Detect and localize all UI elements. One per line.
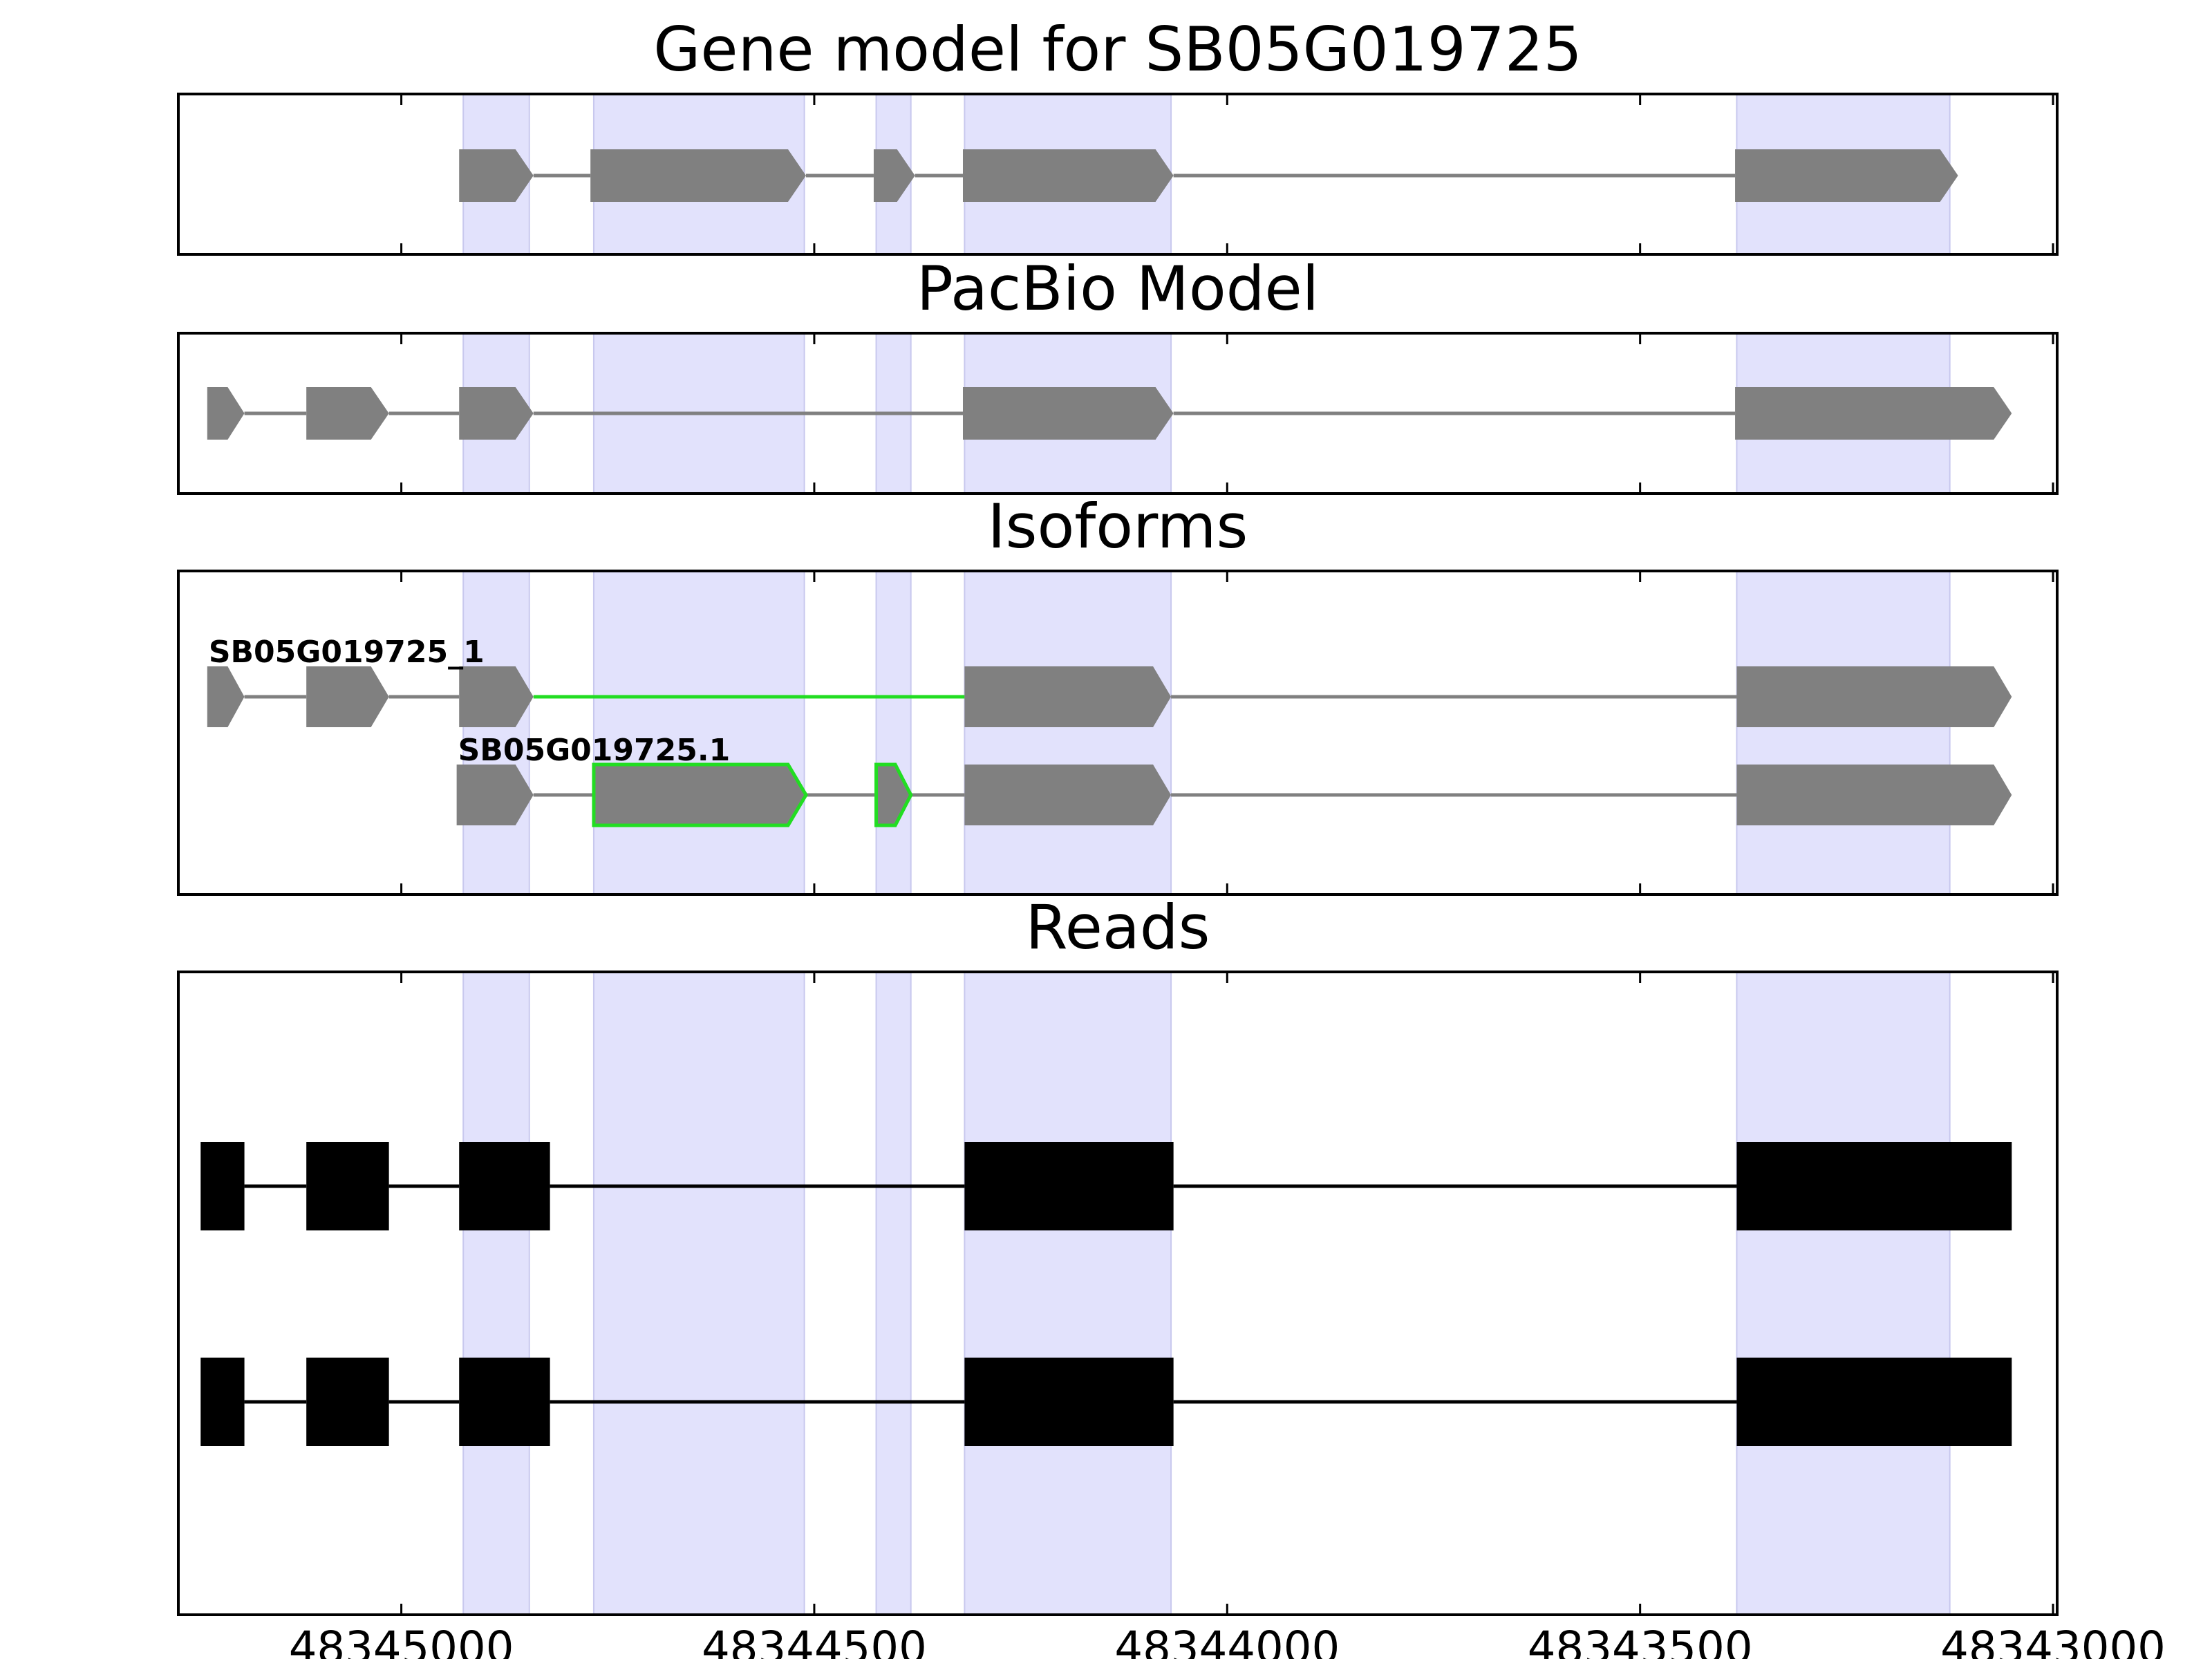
highlight-region <box>462 971 530 1615</box>
x-tick-label: 48344000 <box>1114 1623 1340 1659</box>
axes-frame <box>177 93 2059 256</box>
exon-arrow <box>456 765 534 825</box>
panel-reads: Reads <box>177 892 2059 1616</box>
exon-arrow <box>1735 149 1958 202</box>
read-exon-block <box>1736 1358 2012 1446</box>
isoform-label: SB05G019725.1 <box>458 733 731 768</box>
exon-arrow <box>590 149 806 202</box>
highlight-region <box>462 570 530 895</box>
isoform-label: SB05G019725_1 <box>209 635 485 670</box>
read-exon-block <box>306 1142 389 1230</box>
highlight-region <box>592 971 805 1615</box>
read-exon-block <box>459 1142 550 1230</box>
read-exon-block <box>1736 1142 2012 1230</box>
exon-arrow <box>964 666 1172 727</box>
panel-title: Reads <box>1026 892 1210 963</box>
exon-arrow <box>1736 666 2012 727</box>
exon-arrow <box>1736 765 2012 825</box>
highlight-region <box>1736 971 1951 1615</box>
exon-arrow <box>207 387 245 440</box>
x-tick-label: 48343500 <box>1528 1623 1753 1659</box>
panel-pacbio-model: PacBio Model <box>177 253 2059 495</box>
x-tick-label: 48344500 <box>702 1623 927 1659</box>
exon-arrow <box>592 762 808 827</box>
read-exon-block <box>964 1142 1174 1230</box>
panel-gene-model: Gene model for SB05G019725 <box>177 14 2059 256</box>
read-exon-block <box>200 1142 245 1230</box>
highlight-region <box>592 570 805 895</box>
highlight-region <box>964 971 1172 1615</box>
panel-isoforms: SB05G019725_1 SB05G019725.1 Isoforms <box>177 491 2059 896</box>
highlight-region <box>964 570 1172 895</box>
panel-title: PacBio Model <box>917 253 1319 324</box>
exon-arrow <box>873 149 915 202</box>
axes-frame <box>177 570 2059 896</box>
panel-title: Gene model for SB05G019725 <box>653 14 1582 85</box>
read-exon-block <box>964 1358 1174 1446</box>
track-1: SB05G019725_1 <box>207 635 2012 727</box>
track-2 <box>200 1358 2012 1446</box>
exon-arrow <box>459 666 534 727</box>
exon-arrow <box>459 149 534 202</box>
exon-arrow <box>306 387 389 440</box>
exon-arrow <box>962 149 1174 202</box>
axes-frame <box>177 971 2059 1616</box>
exon-arrow <box>1735 387 2012 440</box>
track-2: SB05G019725.1 <box>456 733 2012 827</box>
x-tick-label: 48345000 <box>289 1623 514 1659</box>
exon-arrow <box>207 666 245 727</box>
exon-arrow <box>459 387 534 440</box>
panel-title: Isoforms <box>988 491 1248 562</box>
exon-arrow <box>306 666 389 727</box>
highlight-region <box>875 570 912 895</box>
exon-arrow <box>964 765 1172 825</box>
x-tick-label: 48343000 <box>1940 1623 2166 1659</box>
axes-frame <box>177 332 2059 495</box>
read-exon-block <box>200 1358 245 1446</box>
exon-arrow <box>874 762 913 827</box>
read-exon-block <box>306 1358 389 1446</box>
highlight-region <box>875 971 912 1615</box>
read-exon-block <box>459 1358 550 1446</box>
track-1 <box>459 149 1958 202</box>
exon-arrow <box>962 387 1174 440</box>
track-1 <box>200 1142 2012 1230</box>
track-1 <box>207 387 2012 440</box>
highlight-region <box>1736 570 1951 895</box>
